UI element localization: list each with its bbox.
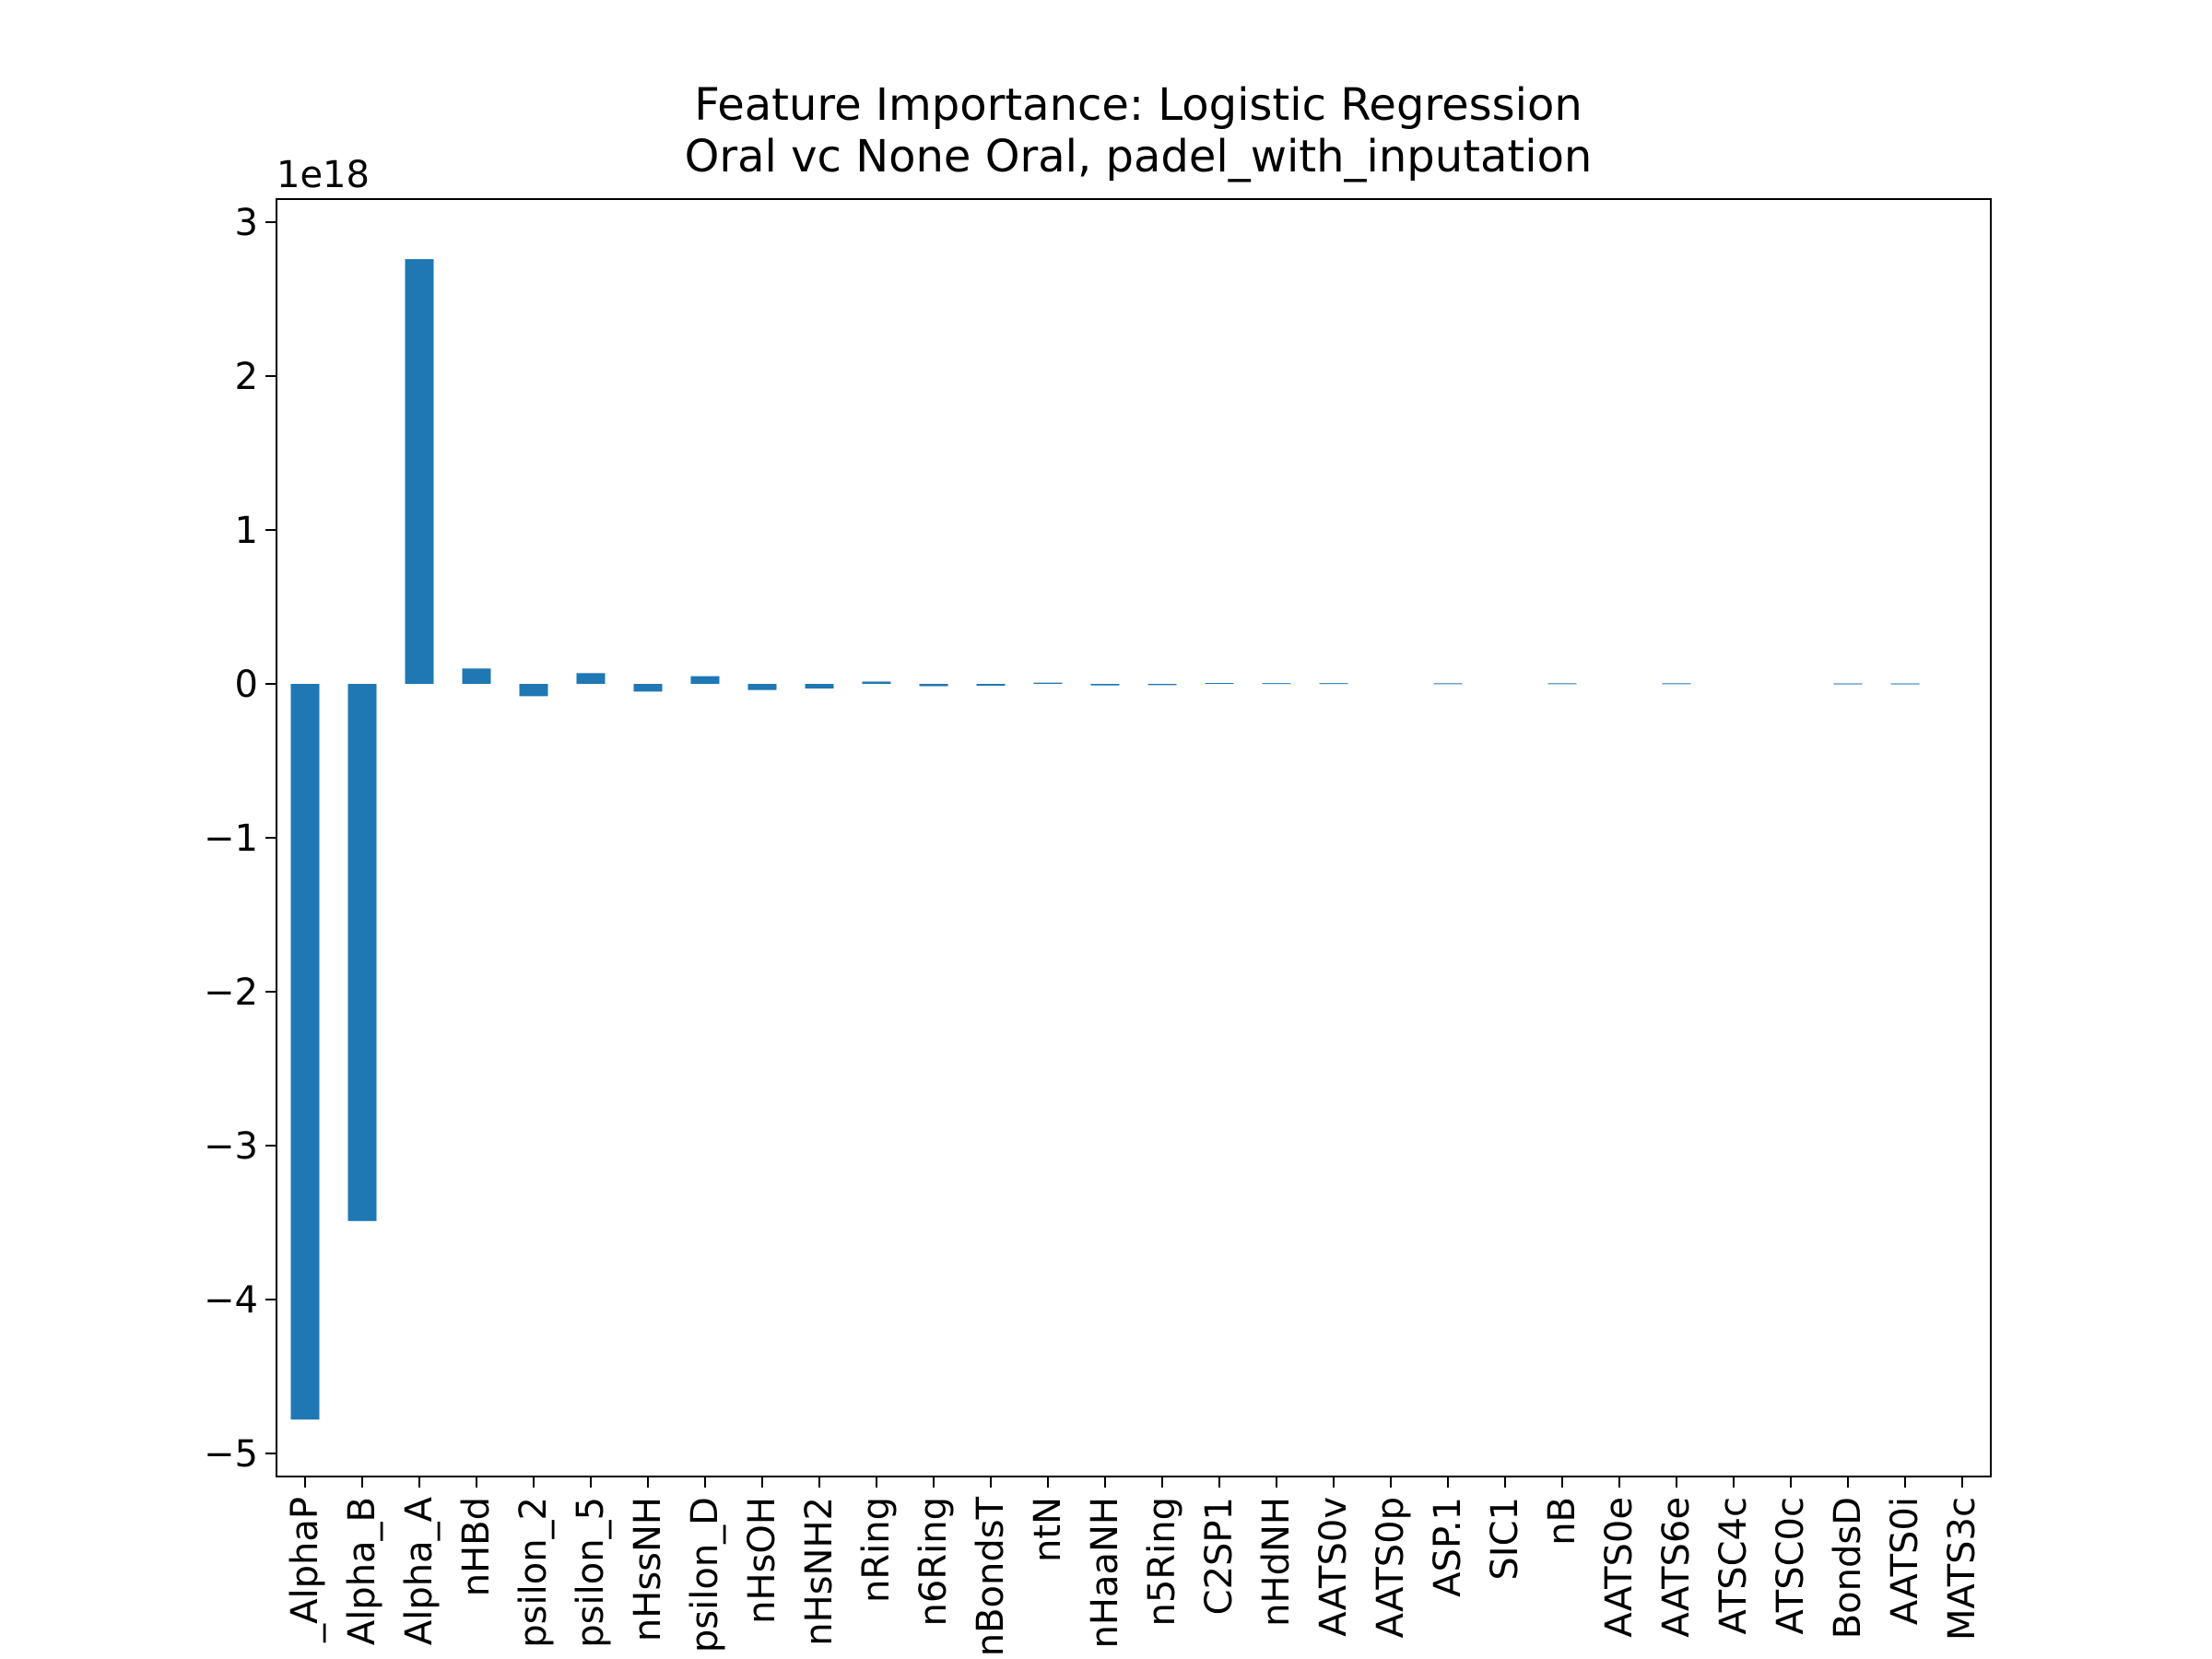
bar-alphap	[290, 684, 320, 1420]
bar-alpha-b	[347, 684, 377, 1221]
x-tick-label: psilon_5	[570, 1497, 612, 1648]
bar-nhbd	[462, 668, 491, 685]
y-tick-label: 0	[235, 664, 258, 706]
x-tick-label: Alpha_A	[398, 1496, 441, 1645]
x-tick-label: nHsNH2	[798, 1497, 841, 1646]
x-tick-label: BondsD	[1827, 1497, 1869, 1639]
x-tick-label: ATSC0c	[1770, 1497, 1812, 1634]
bar-c2sp1	[1205, 683, 1234, 685]
x-tick-label: ASP.1	[1427, 1497, 1469, 1597]
x-tick-label: AATS0v	[1312, 1497, 1355, 1637]
x-tick-label: SIC1	[1484, 1497, 1526, 1581]
bar-bondsd	[1833, 683, 1863, 685]
bar-nhssnh	[633, 684, 663, 692]
bar-psilon-5	[576, 673, 606, 685]
y-tick-label: −1	[204, 818, 258, 860]
bar-alpha-a	[405, 259, 434, 685]
x-tick-label: n6Ring	[912, 1497, 955, 1626]
x-tick-label: Alpha_B	[341, 1497, 383, 1645]
x-tick-label: ATSC4c	[1712, 1497, 1755, 1634]
x-tick-label: AATS0i	[1884, 1497, 1926, 1625]
x-tick-label: nHssNH	[627, 1497, 669, 1641]
x-tick-label: psilon_D	[684, 1497, 726, 1653]
x-tick-label: n5Ring	[1141, 1497, 1183, 1626]
y-tick-label: 1	[235, 510, 258, 552]
chart-subtitle: Oral vc None Oral, padel_with_inputation	[685, 131, 1593, 182]
x-tick-label: nBondsT	[970, 1496, 1012, 1656]
x-tick-label: psilon_2	[512, 1497, 555, 1648]
bar-aats0i	[1890, 683, 1920, 685]
chart-title: Feature Importance: Logistic Regression	[694, 79, 1583, 131]
bar-psilon-2	[519, 684, 548, 697]
bars-group	[290, 259, 1920, 1420]
y-tick-label: −3	[204, 1125, 258, 1168]
x-tick-label: nHaaNH	[1084, 1497, 1126, 1648]
bar-asp-1	[1433, 683, 1463, 685]
x-tick-label: MATS3c	[1941, 1497, 1983, 1641]
bar-psilon-d	[690, 676, 720, 685]
y-tick-label: −2	[204, 971, 258, 1014]
x-tick-label: AATS6e	[1655, 1497, 1698, 1638]
bar-nring	[862, 681, 891, 685]
y-tick-label: −5	[204, 1433, 258, 1476]
x-tick-label: nB	[1541, 1497, 1583, 1546]
bar-aats0v	[1319, 683, 1348, 685]
bar-nhsoh	[747, 684, 777, 690]
y-tick-label: 3	[235, 202, 258, 244]
y-tick-label: 2	[235, 356, 258, 398]
x-tick-label: nHsOH	[741, 1497, 783, 1624]
bar-nb	[1547, 683, 1577, 685]
x-tick-label: nHBd	[455, 1497, 498, 1596]
x-axis-ticks: _AlphaP Alpha_B Alpha_A nHBd psilon_2 psilon_…	[284, 1477, 1983, 1656]
bar-ntn	[1033, 682, 1063, 685]
bar-nhdnh	[1262, 683, 1291, 685]
x-tick-label: C2SP1	[1198, 1497, 1241, 1615]
x-tick-label: AATS0e	[1598, 1497, 1641, 1638]
plot-frame	[276, 198, 1992, 1477]
x-tick-label: nHdNH	[1255, 1497, 1298, 1627]
bar-n5ring	[1147, 684, 1177, 686]
y-axis-offset-label: 1e18	[276, 154, 370, 196]
x-tick-label: nRing	[855, 1497, 898, 1603]
x-tick-label: ntN	[1027, 1497, 1069, 1562]
bar-nhaanh	[1090, 684, 1120, 686]
bar-nhsnh2	[805, 684, 834, 689]
y-tick-label: −4	[204, 1279, 258, 1322]
x-tick-label: _AlphaP	[284, 1497, 326, 1643]
y-axis-ticks: 3 2 1 0 −1 −2 −3 −4 −5	[204, 202, 276, 1476]
x-tick-label: AATS0p	[1370, 1497, 1412, 1638]
bar-n6ring	[919, 684, 948, 687]
bar-aats6e	[1662, 683, 1691, 685]
bar-nbondst	[976, 684, 1006, 687]
